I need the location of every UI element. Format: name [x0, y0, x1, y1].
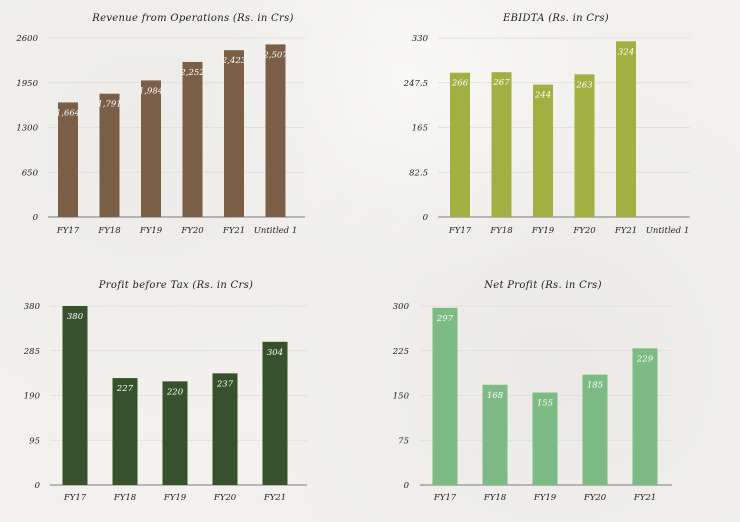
y-tick-label: 1300: [16, 124, 38, 134]
y-tick-label: 2600: [15, 34, 38, 44]
data-label: 304: [267, 348, 283, 358]
x-tick-label: FY18: [483, 493, 507, 503]
bar: [265, 44, 286, 217]
y-tick-label: 225: [392, 347, 409, 357]
data-label: 168: [487, 391, 504, 401]
x-tick-label: FY19: [533, 493, 557, 503]
data-label: 237: [216, 379, 234, 389]
chart-3: Profit before Tax (Rs. in Crs) 0 95 190 285 3…: [23, 280, 307, 503]
data-label: 155: [537, 399, 553, 409]
bar: [141, 80, 161, 217]
x-tick-label: FY17: [63, 493, 87, 503]
y-tick-label: 285: [23, 347, 40, 357]
y-tick-label: 0: [33, 213, 39, 223]
y-tick-label: 150: [393, 392, 410, 402]
bar: [533, 84, 553, 217]
y-tick-label: 75: [398, 436, 409, 446]
bar: [99, 93, 120, 217]
data-label: 220: [166, 387, 184, 397]
bar: [182, 61, 203, 217]
bar: [112, 378, 138, 485]
chart-title: Revenue from Operations (Rs. in Crs): [91, 13, 293, 24]
bar: [491, 72, 512, 217]
y-tick-label: 165: [412, 124, 428, 134]
x-tick-label: FY20: [180, 226, 204, 236]
x-tick-label: Untitled 1: [254, 226, 298, 236]
bar: [632, 348, 658, 485]
bar: [450, 72, 470, 217]
x-tick-label: FY21: [263, 493, 286, 503]
y-tick-label: 380: [24, 302, 41, 312]
y-tick-label: 0: [35, 481, 41, 491]
x-tick-label: FY21: [633, 493, 656, 503]
bar: [432, 307, 458, 485]
data-label: 1,664: [56, 108, 80, 118]
data-label: 263: [575, 80, 592, 90]
x-tick-label: FY18: [489, 226, 513, 236]
x-tick-label: FY19: [163, 493, 187, 503]
bar: [58, 102, 78, 217]
bar: [212, 373, 238, 485]
chart-title: EBIDTA (Rs. in Crs): [502, 13, 609, 24]
x-tick-label: FY19: [139, 226, 163, 236]
y-tick-label: 1950: [16, 79, 38, 89]
bar: [224, 50, 244, 218]
bar: [616, 41, 636, 217]
data-label: 244: [534, 91, 551, 101]
y-tick-label: 82.5: [409, 168, 428, 178]
data-label: 266: [451, 79, 469, 89]
bar: [582, 374, 608, 485]
x-tick-label: FY20: [213, 493, 237, 503]
bar: [62, 306, 88, 485]
data-label: 324: [618, 47, 634, 57]
data-label: 2,507: [262, 50, 288, 60]
bar: [262, 341, 288, 485]
y-tick-label: 247.5: [403, 79, 428, 89]
data-label: 185: [587, 381, 603, 391]
x-tick-label: FY21: [614, 226, 637, 236]
x-tick-label: FY18: [97, 226, 121, 236]
x-tick-label: FY17: [433, 493, 457, 503]
x-tick-label: FY17: [448, 226, 472, 236]
data-label: 1,984: [139, 86, 163, 96]
data-label: 380: [67, 312, 84, 322]
bar: [574, 74, 595, 217]
y-tick-label: 190: [24, 392, 41, 402]
bar: [162, 381, 188, 485]
x-tick-label: FY20: [572, 226, 596, 236]
chart-title: Net Profit (Rs. in Crs): [483, 280, 602, 291]
data-label: 1,791: [97, 100, 121, 110]
data-label: 227: [116, 384, 134, 394]
y-tick-label: 330: [412, 34, 429, 44]
x-tick-label: FY21: [222, 226, 245, 236]
y-tick-label: 300: [393, 302, 410, 312]
chart-title: Profit before Tax (Rs. in Crs): [98, 280, 253, 291]
y-tick-label: 95: [29, 436, 40, 446]
x-tick-label: Untitled 1: [646, 226, 690, 236]
x-tick-label: FY18: [113, 493, 137, 503]
data-label: 267: [492, 78, 510, 88]
bar: [532, 392, 558, 485]
data-label: 297: [436, 314, 454, 324]
chart-2: EBIDTA (Rs. in Crs) 0 82.5 165 247.5 330 266 FY…: [403, 13, 690, 236]
x-tick-label: FY19: [531, 226, 555, 236]
data-label: 2,252: [179, 68, 204, 78]
y-tick-label: 0: [423, 213, 429, 223]
x-tick-label: FY20: [583, 493, 607, 503]
x-tick-label: FY17: [56, 226, 80, 236]
chart-1: Revenue from Operations (Rs. in Crs) 0 650…: [15, 13, 305, 236]
y-tick-label: 650: [22, 168, 39, 178]
data-label: 2,423: [221, 56, 246, 66]
y-tick-label: 0: [404, 481, 410, 491]
bar: [482, 384, 508, 485]
chart-4: Net Profit (Rs. in Crs) 0 75 150 225 300 297 FY…: [392, 280, 672, 503]
data-label: 229: [636, 354, 654, 364]
